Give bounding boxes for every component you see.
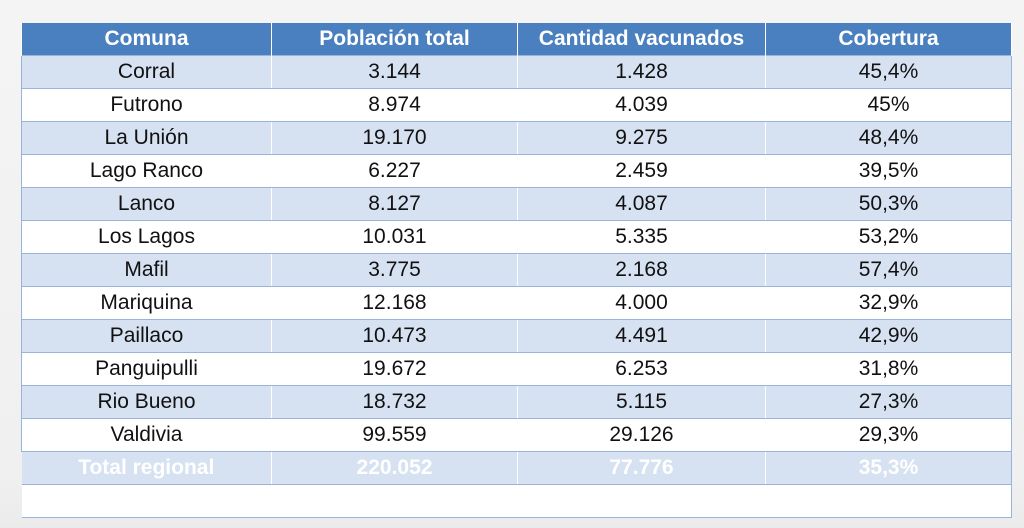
cell-vacunados: 2.168: [517, 253, 766, 287]
cell-cobertura: 50,3%: [765, 187, 1012, 221]
cell-comuna: Valdivia: [21, 418, 272, 452]
table-row: Corral 3.144 1.428 45,4%: [21, 55, 1012, 89]
total-nacional-cobertura: 36,9%: [765, 484, 1012, 518]
cell-poblacion: 3.144: [271, 55, 518, 89]
cell-cobertura: 39,5%: [765, 154, 1012, 188]
cell-poblacion: 10.473: [271, 319, 518, 353]
cell-poblacion: 19.672: [271, 352, 518, 386]
total-nacional-label: Total nacional: [21, 484, 272, 518]
table-row: Futrono 8.974 4.039 45%: [21, 88, 1012, 122]
cell-poblacion: 10.031: [271, 220, 518, 254]
cell-comuna: Panguipulli: [21, 352, 272, 386]
cell-vacunados: 5.115: [517, 385, 766, 419]
table-row: Panguipulli 19.672 6.253 31,8%: [21, 352, 1012, 386]
cell-poblacion: 12.168: [271, 286, 518, 320]
vaccination-table: Comuna Población total Cantidad vacunado…: [21, 23, 1012, 518]
table-row: Lago Ranco 6.227 2.459 39,5%: [21, 154, 1012, 188]
header-row: Comuna Población total Cantidad vacunado…: [21, 23, 1012, 56]
header-poblacion-total: Población total: [271, 23, 518, 56]
cell-comuna: La Unión: [21, 121, 272, 155]
cell-vacunados: 1.428: [517, 55, 766, 89]
cell-poblacion: 8.127: [271, 187, 518, 221]
table-row: Mariquina 12.168 4.000 32,9%: [21, 286, 1012, 320]
cell-vacunados: 2.459: [517, 154, 766, 188]
cell-vacunados: 4.491: [517, 319, 766, 353]
cell-poblacion: 6.227: [271, 154, 518, 188]
cell-comuna: Mariquina: [21, 286, 272, 320]
table-row: Paillaco 10.473 4.491 42,9%: [21, 319, 1012, 353]
cell-cobertura: 45,4%: [765, 55, 1012, 89]
cell-cobertura: 57,4%: [765, 253, 1012, 287]
cell-comuna: Mafil: [21, 253, 272, 287]
table-row: Los Lagos 10.031 5.335 53,2%: [21, 220, 1012, 254]
cell-cobertura: 31,8%: [765, 352, 1012, 386]
cell-comuna: Paillaco: [21, 319, 272, 353]
cell-cobertura: 27,3%: [765, 385, 1012, 419]
cell-poblacion: 99.559: [271, 418, 518, 452]
table-row: Lanco 8.127 4.087 50,3%: [21, 187, 1012, 221]
total-nacional-vacunados: 3.282.056: [517, 484, 766, 518]
cell-cobertura: 42,9%: [765, 319, 1012, 353]
total-regional-poblacion: 220.052: [271, 451, 518, 485]
cell-poblacion: 18.732: [271, 385, 518, 419]
cell-poblacion: 3.775: [271, 253, 518, 287]
cell-comuna: Rio Bueno: [21, 385, 272, 419]
cell-vacunados: 29.126: [517, 418, 766, 452]
cell-vacunados: 4.039: [517, 88, 766, 122]
cell-comuna: Futrono: [21, 88, 272, 122]
cell-cobertura: 29,3%: [765, 418, 1012, 452]
table-row: La Unión 19.170 9.275 48,4%: [21, 121, 1012, 155]
cell-comuna: Los Lagos: [21, 220, 272, 254]
cell-vacunados: 4.087: [517, 187, 766, 221]
cell-vacunados: 6.253: [517, 352, 766, 386]
cell-cobertura: 48,4%: [765, 121, 1012, 155]
total-regional-label: Total regional: [21, 451, 272, 485]
total-nacional-row: Total nacional 8.884.701 3.282.056 36,9%: [21, 484, 1012, 518]
cell-vacunados: 9.275: [517, 121, 766, 155]
header-comuna: Comuna: [21, 23, 272, 56]
header-cantidad-vacunados: Cantidad vacunados: [517, 23, 766, 56]
total-regional-vacunados: 77.776: [517, 451, 766, 485]
cell-cobertura: 53,2%: [765, 220, 1012, 254]
cell-vacunados: 5.335: [517, 220, 766, 254]
table-row: Valdivia 99.559 29.126 29,3%: [21, 418, 1012, 452]
cell-cobertura: 45%: [765, 88, 1012, 122]
cell-cobertura: 32,9%: [765, 286, 1012, 320]
cell-poblacion: 8.974: [271, 88, 518, 122]
cell-comuna: Corral: [21, 55, 272, 89]
cell-comuna: Lago Ranco: [21, 154, 272, 188]
cell-vacunados: 4.000: [517, 286, 766, 320]
total-regional-cobertura: 35,3%: [765, 451, 1012, 485]
total-nacional-poblacion: 8.884.701: [271, 484, 518, 518]
cell-comuna: Lanco: [21, 187, 272, 221]
table-row: Rio Bueno 18.732 5.115 27,3%: [21, 385, 1012, 419]
header-cobertura: Cobertura: [765, 23, 1012, 56]
cell-poblacion: 19.170: [271, 121, 518, 155]
table-row: Mafil 3.775 2.168 57,4%: [21, 253, 1012, 287]
total-regional-row: Total regional 220.052 77.776 35,3%: [21, 451, 1012, 485]
